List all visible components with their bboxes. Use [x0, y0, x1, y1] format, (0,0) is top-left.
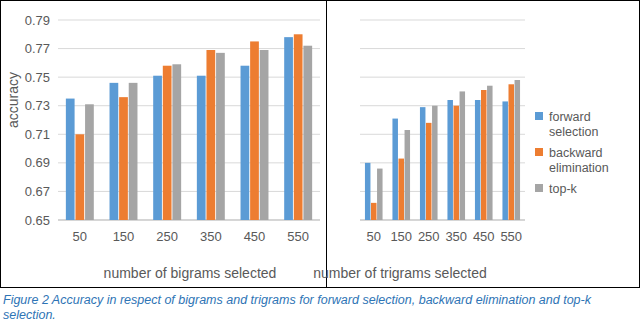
- y-tick-label: 0.69: [25, 155, 50, 170]
- bar: [420, 107, 426, 220]
- legend-line: selection: [549, 125, 598, 139]
- divider: [326, 1, 327, 288]
- bar: [399, 159, 405, 220]
- bars: [365, 80, 520, 220]
- bar: [487, 86, 493, 220]
- y-tick-label: 0.79: [25, 13, 50, 28]
- bar: [481, 90, 487, 220]
- grid-line: [58, 105, 320, 106]
- legend-line: elimination: [549, 161, 609, 175]
- x-tick-label: 350: [445, 229, 467, 244]
- x-tick-label: 150: [113, 229, 135, 244]
- bar: [75, 134, 84, 220]
- bar: [460, 91, 466, 220]
- bar: [371, 203, 377, 220]
- bar: [241, 66, 250, 220]
- bar: [432, 106, 438, 220]
- grid-line: [360, 162, 525, 163]
- bar: [454, 106, 460, 220]
- grid-line: [58, 20, 320, 21]
- x-tick-label: 250: [156, 229, 178, 244]
- grid-line: [360, 77, 525, 78]
- y-tick-label: 0.73: [25, 98, 50, 113]
- y-tick-label: 0.65: [25, 213, 50, 228]
- grid-line: [58, 48, 320, 49]
- bar: [475, 100, 481, 220]
- x-tick-label: 150: [390, 229, 412, 244]
- x-axis-label: number of trigrams selected: [313, 265, 487, 281]
- bar: [392, 119, 398, 220]
- bar: [303, 46, 312, 220]
- y-tick-label: 0.67: [25, 184, 50, 199]
- grid-line: [360, 191, 525, 192]
- grid-line: [360, 220, 525, 221]
- bar: [216, 53, 225, 220]
- legend-label: forwardselection: [549, 110, 598, 139]
- bar: [129, 83, 138, 220]
- bar: [153, 76, 162, 220]
- legend-line: forward: [549, 110, 591, 124]
- x-tick-label: 50: [367, 229, 381, 244]
- grid-line: [58, 191, 320, 192]
- x-axis: [360, 220, 525, 221]
- x-tick-label: 450: [244, 229, 266, 244]
- bar: [365, 163, 371, 220]
- bar: [515, 80, 521, 220]
- bar: [377, 169, 383, 220]
- bar: [250, 41, 259, 220]
- bar: [85, 104, 94, 220]
- bar: [163, 66, 172, 220]
- caption: Figure 2 Accuracy in respect of bigrams …: [3, 293, 635, 323]
- legend-label: backwardelimination: [549, 146, 609, 175]
- bar: [119, 97, 128, 220]
- bar: [260, 50, 269, 220]
- bars: [66, 34, 312, 220]
- x-axis: [58, 220, 320, 221]
- y-tick-label: 0.71: [25, 127, 50, 142]
- bar: [66, 99, 75, 220]
- bar: [447, 100, 453, 220]
- grid-line: [360, 20, 525, 21]
- bar: [110, 83, 119, 220]
- grid-line: [360, 134, 525, 135]
- legend-line: backward: [549, 146, 603, 160]
- bar: [405, 130, 411, 220]
- grid-line: [58, 220, 320, 221]
- x-tick-label: 550: [287, 229, 309, 244]
- legend-swatch: [535, 184, 543, 192]
- x-tick-label: 250: [418, 229, 440, 244]
- grid-line: [360, 105, 525, 106]
- bar: [426, 123, 432, 220]
- grid-line: [360, 48, 525, 49]
- legend-line: top-k: [549, 182, 578, 196]
- y-tick-label: 0.75: [25, 70, 50, 85]
- frame: [1, 1, 640, 288]
- bar: [294, 34, 303, 220]
- legend-swatch: [535, 112, 543, 120]
- y-tick-label: 0.77: [25, 41, 50, 56]
- bar: [509, 84, 515, 220]
- x-tick-label: 450: [473, 229, 495, 244]
- x-tick-label: 550: [500, 229, 522, 244]
- y-axis-label: accuracy: [5, 72, 21, 128]
- bar: [284, 37, 293, 220]
- x-tick-label: 50: [73, 229, 87, 244]
- x-tick-label: 350: [200, 229, 222, 244]
- grid-line: [58, 134, 320, 135]
- bar: [197, 76, 206, 220]
- bar: [172, 64, 181, 220]
- bar: [206, 50, 215, 220]
- legend-swatch: [535, 148, 543, 156]
- chart: 0.65 0.67 0.69 0.71 0.73 0.75 0.77 0.79 50 150 250…: [0, 0, 640, 290]
- bar: [502, 101, 508, 220]
- grid-line: [58, 77, 320, 78]
- grid-line: [58, 162, 320, 163]
- legend-label: top-k: [549, 182, 578, 196]
- x-axis-label: number of bigrams selected: [104, 265, 277, 281]
